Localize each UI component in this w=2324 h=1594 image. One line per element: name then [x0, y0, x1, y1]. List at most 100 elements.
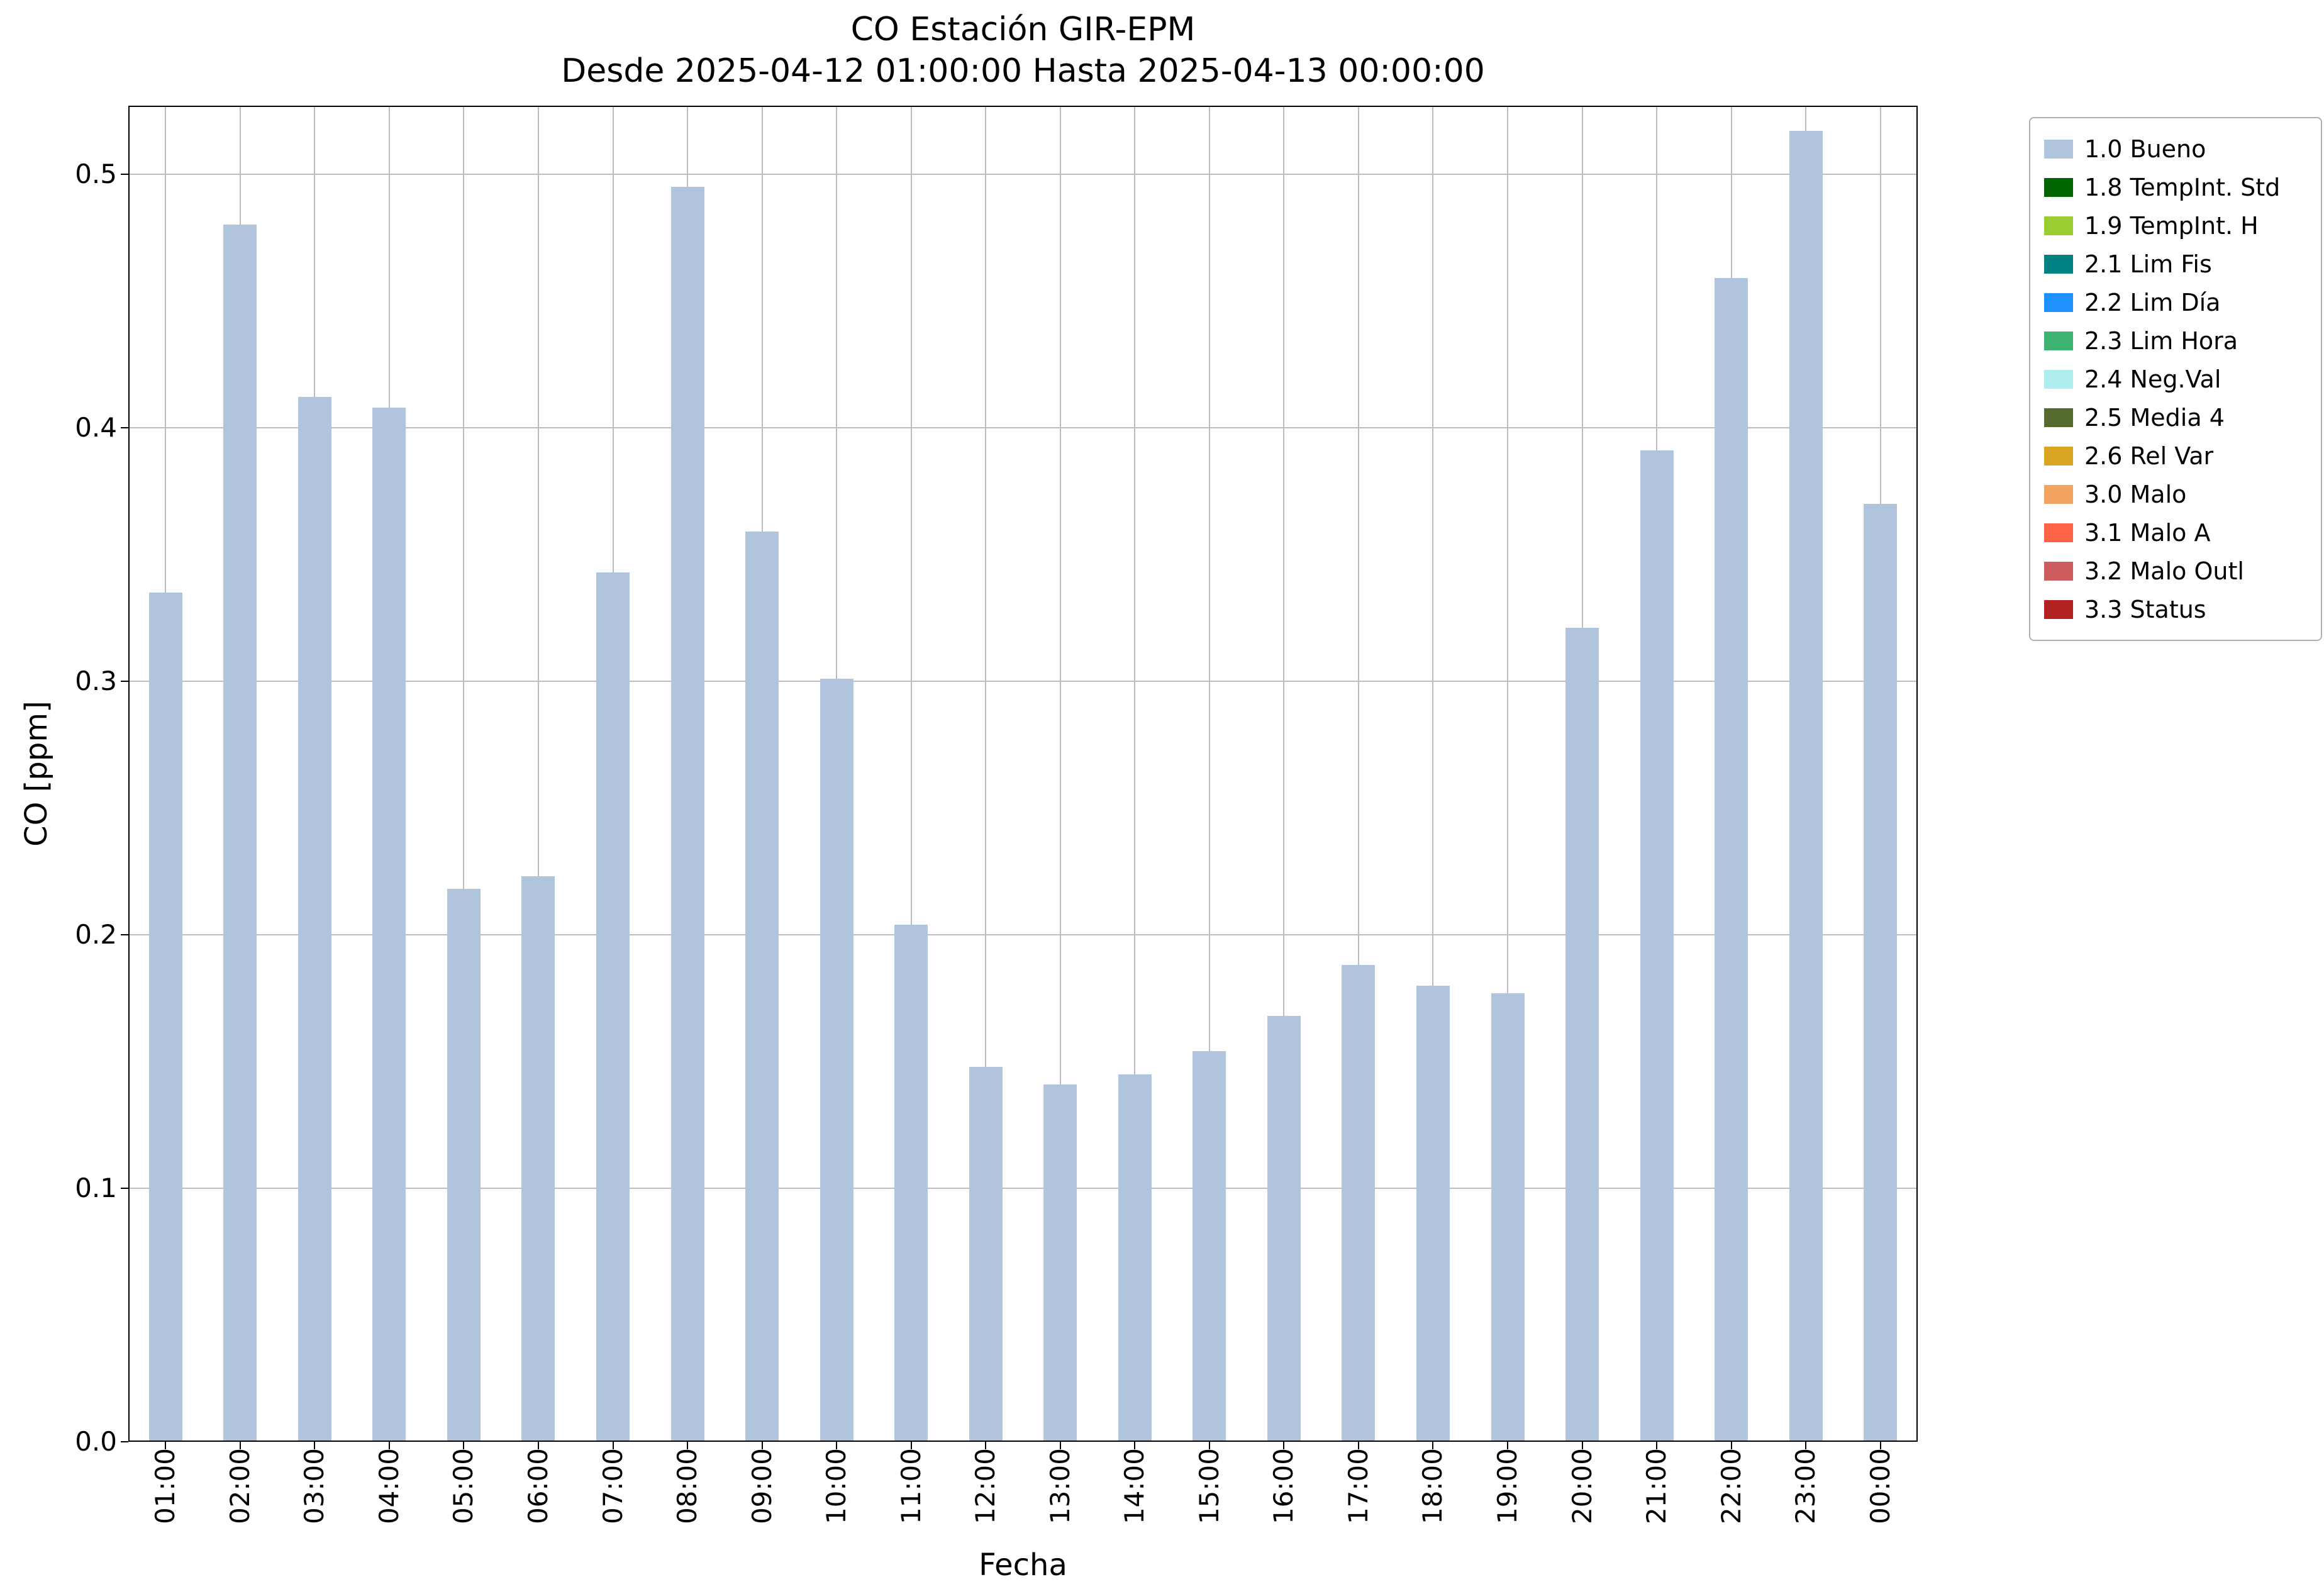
x-tick-mark	[1357, 1442, 1359, 1449]
legend-label: 3.0 Malo	[2084, 480, 2187, 508]
x-tick-label: 17:00	[1342, 1448, 1374, 1525]
legend-item: 1.9 TempInt. H	[2044, 206, 2307, 245]
legend-item: 1.0 Bueno	[2044, 130, 2307, 168]
x-tick-mark	[165, 1442, 167, 1449]
legend-item: 3.0 Malo	[2044, 475, 2307, 513]
y-gridline	[128, 934, 1918, 935]
bar	[148, 592, 182, 1442]
y-tick-label: 0.5	[75, 158, 117, 189]
chart-subtitle: Desde 2025-04-12 01:00:00 Hasta 2025-04-…	[561, 52, 1485, 90]
x-tick-label: 04:00	[373, 1448, 404, 1525]
x-tick-label: 18:00	[1417, 1448, 1448, 1525]
x-tick-label: 15:00	[1193, 1448, 1225, 1525]
bar	[372, 407, 406, 1442]
legend-label: 2.5 Media 4	[2084, 403, 2225, 432]
x-tick-mark	[1656, 1442, 1658, 1449]
legend-item: 2.2 Lim Día	[2044, 283, 2307, 321]
x-gridline	[463, 106, 465, 1442]
bar	[1043, 1084, 1077, 1442]
bar	[1491, 993, 1525, 1442]
x-tick-label: 06:00	[522, 1448, 553, 1525]
y-tick-mark	[121, 1187, 128, 1189]
bar	[596, 572, 630, 1442]
y-gridline	[128, 680, 1918, 682]
legend-label: 3.1 Malo A	[2084, 518, 2211, 547]
x-tick-mark	[1805, 1442, 1807, 1449]
x-axis-label: Fecha	[979, 1547, 1067, 1583]
y-tick-label: 0.4	[75, 411, 117, 443]
x-tick-label: 08:00	[672, 1448, 703, 1525]
legend-swatch	[2044, 561, 2073, 581]
x-tick-mark	[463, 1442, 465, 1449]
legend-swatch	[2044, 216, 2073, 235]
x-gridline	[1507, 106, 1509, 1442]
legend-swatch	[2044, 254, 2073, 274]
x-tick-label: 09:00	[746, 1448, 777, 1525]
x-tick-mark	[985, 1442, 987, 1449]
y-tick-mark	[121, 680, 128, 682]
bar	[297, 397, 331, 1442]
x-tick-mark	[388, 1442, 390, 1449]
bar	[1640, 450, 1674, 1442]
bar	[521, 876, 555, 1442]
y-tick-label: 0.2	[75, 918, 117, 950]
x-tick-mark	[1507, 1442, 1509, 1449]
y-gridline	[128, 426, 1918, 428]
bar	[1118, 1074, 1152, 1442]
legend-swatch	[2044, 408, 2073, 427]
x-tick-label: 12:00	[970, 1448, 1001, 1525]
legend-label: 2.2 Lim Día	[2084, 288, 2221, 316]
x-tick-label: 22:00	[1715, 1448, 1747, 1525]
x-gridline	[537, 106, 539, 1442]
legend-swatch	[2044, 177, 2073, 197]
legend-label: 1.8 TempInt. Std	[2084, 173, 2281, 201]
x-tick-label: 00:00	[1864, 1448, 1896, 1525]
y-tick-mark	[121, 934, 128, 935]
y-gridline	[128, 1187, 1918, 1189]
legend-item: 1.8 TempInt. Std	[2044, 168, 2307, 206]
legend-swatch	[2044, 293, 2073, 312]
bar	[894, 924, 928, 1442]
bar	[1416, 985, 1450, 1442]
bar	[223, 225, 257, 1442]
x-tick-label: 05:00	[448, 1448, 479, 1525]
legend-label: 3.2 Malo Outl	[2084, 557, 2244, 585]
y-tick-mark	[121, 173, 128, 175]
bar	[969, 1066, 1003, 1442]
x-tick-label: 16:00	[1268, 1448, 1299, 1525]
legend-swatch	[2044, 331, 2073, 350]
x-tick-mark	[1208, 1442, 1210, 1449]
x-tick-label: 20:00	[1566, 1448, 1598, 1525]
y-gridline	[128, 173, 1918, 175]
legend-label: 2.4 Neg.Val	[2084, 365, 2221, 393]
x-gridline	[910, 106, 912, 1442]
bar	[670, 186, 704, 1442]
legend-swatch	[2044, 599, 2073, 619]
legend-swatch	[2044, 484, 2073, 504]
x-tick-label: 03:00	[299, 1448, 330, 1525]
x-tick-label: 13:00	[1044, 1448, 1076, 1525]
x-tick-label: 02:00	[224, 1448, 255, 1525]
x-tick-mark	[1879, 1442, 1881, 1449]
x-tick-label: 01:00	[150, 1448, 181, 1525]
y-tick-mark	[121, 1441, 128, 1442]
chart-title-block: CO Estación GIR-EPM Desde 2025-04-12 01:…	[128, 9, 1918, 92]
x-gridline	[1432, 106, 1434, 1442]
y-tick-label: 0.3	[75, 665, 117, 696]
y-axis-label: CO [ppm]	[19, 701, 54, 847]
bar	[1193, 1051, 1226, 1442]
y-tick-label: 0.0	[75, 1426, 117, 1457]
x-tick-mark	[1432, 1442, 1434, 1449]
legend-label: 2.1 Lim Fis	[2084, 250, 2212, 278]
legend-label: 1.9 TempInt. H	[2084, 211, 2259, 240]
y-tick-mark	[121, 426, 128, 428]
bar	[820, 678, 853, 1442]
x-tick-mark	[1283, 1442, 1285, 1449]
legend-label: 1.0 Bueno	[2084, 135, 2206, 163]
legend-item: 3.3 Status	[2044, 590, 2307, 628]
y-tick-label: 0.1	[75, 1172, 117, 1203]
x-tick-label: 07:00	[597, 1448, 628, 1525]
legend-item: 2.5 Media 4	[2044, 398, 2307, 437]
legend-item: 2.4 Neg.Val	[2044, 360, 2307, 398]
x-gridline	[1134, 106, 1136, 1442]
